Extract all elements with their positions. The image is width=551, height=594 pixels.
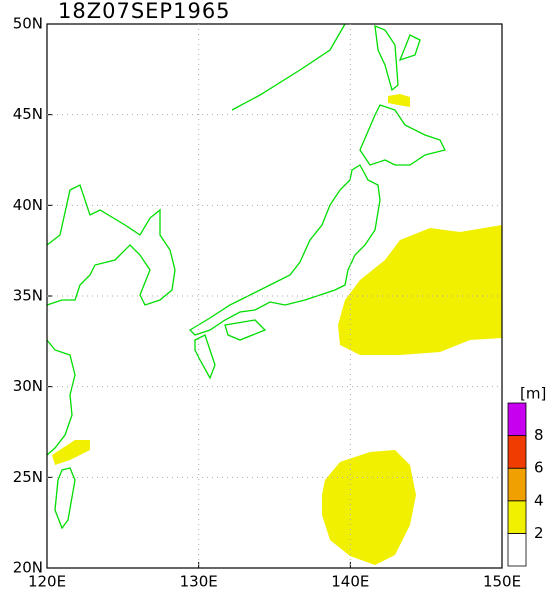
x-tick-label: 140E xyxy=(331,573,369,591)
coastlines xyxy=(46,23,446,530)
y-tick-label: 20N xyxy=(13,559,43,577)
chart-title: 18Z07SEP1965 xyxy=(58,0,231,23)
colorbar-label: 6 xyxy=(534,459,544,477)
colorbar-label: 8 xyxy=(534,426,544,444)
colorbar-label: 4 xyxy=(534,491,544,509)
colorbar-unit: [m] xyxy=(520,385,546,403)
x-tick-label: 150E xyxy=(483,573,521,591)
colorbar-box xyxy=(507,533,527,567)
x-tick-label: 130E xyxy=(180,573,218,591)
colorbar-box xyxy=(507,500,527,534)
y-tick-label: 30N xyxy=(13,377,43,395)
colorbar-label: 2 xyxy=(534,524,544,542)
y-tick-label: 45N xyxy=(13,105,43,123)
wave-region xyxy=(338,225,502,355)
y-tick-label: 50N xyxy=(13,15,43,33)
y-tick-label: 40N xyxy=(13,196,43,214)
y-tick-label: 25N xyxy=(13,468,43,486)
wave-region xyxy=(388,94,410,107)
wave-region xyxy=(52,440,90,465)
wave-region xyxy=(322,450,416,565)
y-tick-label: 35N xyxy=(13,287,43,305)
x-tick-label: 120E xyxy=(28,573,66,591)
colorbar-box xyxy=(507,402,527,436)
colorbar-box xyxy=(507,467,527,502)
colorbar-box xyxy=(507,435,527,469)
